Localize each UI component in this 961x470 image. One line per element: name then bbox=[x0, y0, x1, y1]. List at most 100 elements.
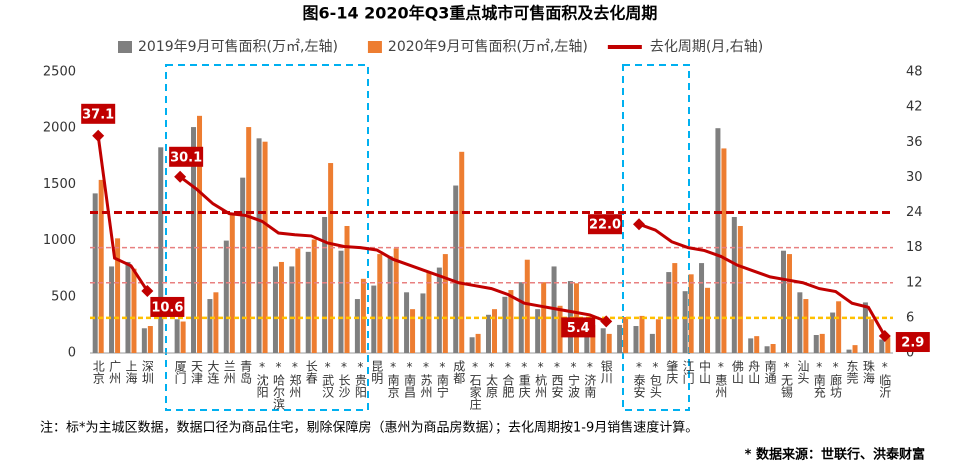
x-tick-label: 厦门 bbox=[173, 360, 187, 384]
x-tick-label: *西安 bbox=[550, 360, 564, 398]
bar bbox=[426, 272, 432, 353]
x-tick-label: *济南 bbox=[583, 360, 597, 398]
line-marker bbox=[632, 218, 645, 231]
y-tick-label: 1500 bbox=[43, 177, 76, 192]
x-tick-label: 汕头 bbox=[796, 360, 810, 384]
highlight-box bbox=[165, 64, 369, 411]
bar bbox=[207, 299, 213, 353]
bar bbox=[682, 291, 688, 353]
bar bbox=[158, 147, 164, 353]
x-tick-label: *无锡 bbox=[779, 360, 793, 399]
bar bbox=[344, 225, 350, 353]
bar bbox=[436, 267, 442, 353]
x-tick-label: *石家庄 bbox=[468, 360, 482, 411]
data-label-box bbox=[895, 332, 930, 353]
x-tick-label: *合肥 bbox=[501, 360, 515, 398]
x-tick-label: 广州 bbox=[108, 360, 122, 384]
y2-tick-label: 24 bbox=[906, 205, 923, 220]
bar bbox=[862, 302, 868, 353]
data-label: 22.0 bbox=[589, 218, 621, 233]
source: * 数据来源：世联行、洪泰财富 bbox=[745, 447, 925, 463]
line-marker bbox=[878, 330, 891, 343]
bar bbox=[180, 321, 186, 353]
bar bbox=[852, 345, 858, 353]
legend-label: 2020年9月可售面积(万㎡,左轴) bbox=[388, 39, 588, 55]
bar bbox=[715, 128, 721, 353]
bar bbox=[731, 216, 737, 353]
bar bbox=[404, 292, 410, 353]
bar bbox=[328, 163, 334, 353]
x-tick-label: 南通 bbox=[763, 359, 777, 384]
legend-label: 去化周期(月,右轴) bbox=[650, 39, 763, 55]
data-label: 37.1 bbox=[82, 107, 114, 122]
bar bbox=[666, 272, 672, 353]
bar bbox=[262, 141, 268, 353]
bar bbox=[191, 127, 197, 354]
bar bbox=[617, 324, 623, 353]
x-tick-label: *惠州 bbox=[714, 360, 728, 398]
bar bbox=[655, 319, 661, 353]
bar bbox=[754, 336, 760, 353]
highlight-box bbox=[622, 64, 690, 411]
x-tick-label: *武汉 bbox=[321, 360, 335, 398]
x-tick-label: 江门 bbox=[681, 360, 695, 384]
line-marker bbox=[141, 284, 154, 297]
bar bbox=[649, 333, 655, 353]
bar bbox=[229, 214, 235, 353]
bar bbox=[197, 115, 203, 353]
x-tick-label: *太原 bbox=[485, 360, 499, 398]
x-tick-label: 大连 bbox=[206, 360, 220, 385]
x-tick-label: 银川 bbox=[599, 360, 613, 384]
bar bbox=[125, 261, 131, 353]
bar bbox=[115, 238, 121, 353]
bar bbox=[606, 333, 612, 353]
bar bbox=[486, 314, 491, 353]
bar bbox=[278, 261, 284, 353]
bar bbox=[223, 240, 229, 353]
bar bbox=[92, 193, 98, 353]
bar bbox=[672, 263, 678, 353]
y-tick-label: 2000 bbox=[43, 121, 76, 136]
data-label-box bbox=[561, 317, 596, 338]
bar bbox=[475, 333, 481, 353]
bar bbox=[377, 254, 383, 353]
x-tick-label: *杭州 bbox=[534, 360, 548, 398]
data-label: 10.6 bbox=[151, 300, 183, 315]
x-tick-label: 肇庆 bbox=[665, 359, 679, 384]
bar bbox=[541, 282, 547, 353]
line-marker bbox=[174, 170, 187, 183]
x-tick-label: 珠海 bbox=[861, 360, 875, 384]
chart-title: 图6-14 2020年Q3重点城市可售面积及去化周期 bbox=[303, 4, 658, 23]
bar bbox=[360, 278, 366, 353]
y2-tick-label: 0 bbox=[906, 346, 914, 361]
legend-swatch bbox=[367, 41, 382, 53]
bar bbox=[354, 299, 360, 353]
x-tick-label: 青岛 bbox=[239, 360, 253, 385]
bar bbox=[688, 274, 694, 353]
data-label-box bbox=[169, 146, 204, 167]
bar bbox=[295, 248, 301, 353]
x-tick-label: *长沙 bbox=[337, 360, 351, 398]
x-tick-label: *南昌 bbox=[403, 360, 417, 398]
data-label: 5.4 bbox=[567, 321, 590, 336]
bar bbox=[780, 250, 786, 353]
bar bbox=[721, 148, 727, 353]
bar bbox=[311, 239, 317, 353]
x-tick-label: 长春 bbox=[304, 360, 318, 385]
legend-label: 2019年9月可售面积(万㎡,左轴) bbox=[138, 39, 338, 55]
y2-tick-label: 36 bbox=[906, 135, 923, 150]
x-tick-label: 天津 bbox=[190, 360, 204, 384]
bar bbox=[535, 309, 541, 353]
x-tick-label: 成都 bbox=[452, 360, 466, 384]
y2-tick-label: 12 bbox=[906, 275, 923, 290]
bar bbox=[590, 324, 596, 353]
x-tick-label: 深圳 bbox=[140, 360, 154, 384]
bar bbox=[819, 333, 825, 353]
x-tick-label: *南充 bbox=[812, 360, 826, 399]
bar bbox=[797, 292, 803, 353]
x-tick-label: *重庆 bbox=[517, 360, 531, 398]
x-tick-label: 北京 bbox=[91, 360, 105, 385]
data-label-box bbox=[81, 103, 116, 124]
x-tick-label: *廊坊 bbox=[829, 360, 843, 398]
y-tick-label: 1000 bbox=[43, 233, 76, 248]
